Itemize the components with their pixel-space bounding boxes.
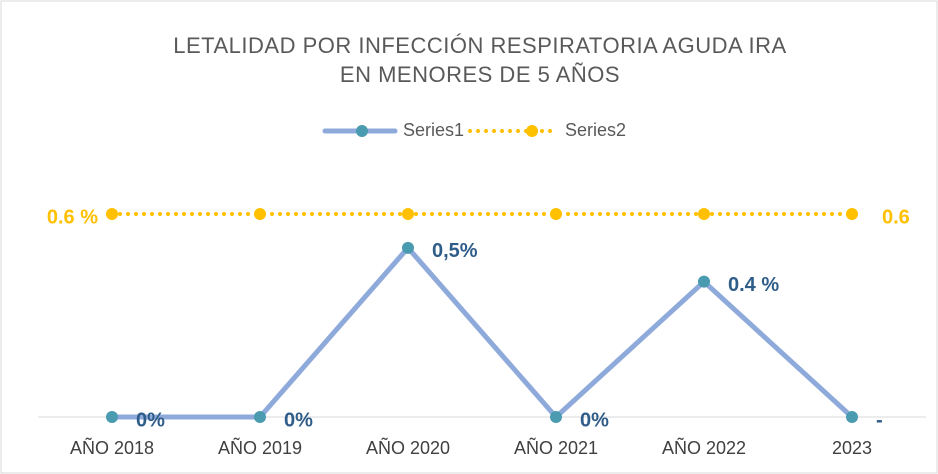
x-tick-label: 2023 [832, 438, 872, 458]
point [402, 241, 414, 254]
data-label: 0.6 [882, 206, 910, 228]
series-line [109, 245, 855, 420]
legend-marker [526, 125, 538, 137]
chart-title: EN MENORES DE 5 AÑOS [340, 62, 620, 87]
data-label: 0% [284, 409, 313, 431]
point [846, 411, 858, 423]
point [550, 208, 562, 220]
point [106, 411, 118, 423]
point [254, 208, 266, 220]
data-label: 0% [136, 409, 165, 431]
x-tick-label: AÑO 2022 [662, 437, 746, 458]
x-tick-label: AÑO 2020 [366, 437, 450, 458]
legend-label: Series1 [403, 120, 464, 140]
x-tick-label: AÑO 2019 [218, 437, 302, 458]
data-label: 0.6 % [47, 206, 98, 228]
chart-title: LETALIDAD POR INFECCIÓN RESPIRATORIA AGU… [173, 33, 786, 58]
legend-label: Series2 [565, 120, 626, 140]
point [254, 411, 266, 423]
data-label: 0,5% [432, 240, 478, 262]
legend-marker [356, 125, 368, 137]
point [402, 208, 414, 220]
point [846, 208, 858, 220]
point [550, 411, 562, 423]
x-tick-label: AÑO 2021 [514, 437, 598, 458]
x-tick-label: AÑO 2018 [70, 437, 154, 458]
data-label: - [876, 409, 883, 431]
data-label: 0.4 % [728, 274, 779, 296]
point [698, 275, 710, 288]
point [106, 208, 118, 220]
point [698, 208, 710, 220]
data-label: 0% [580, 409, 609, 431]
